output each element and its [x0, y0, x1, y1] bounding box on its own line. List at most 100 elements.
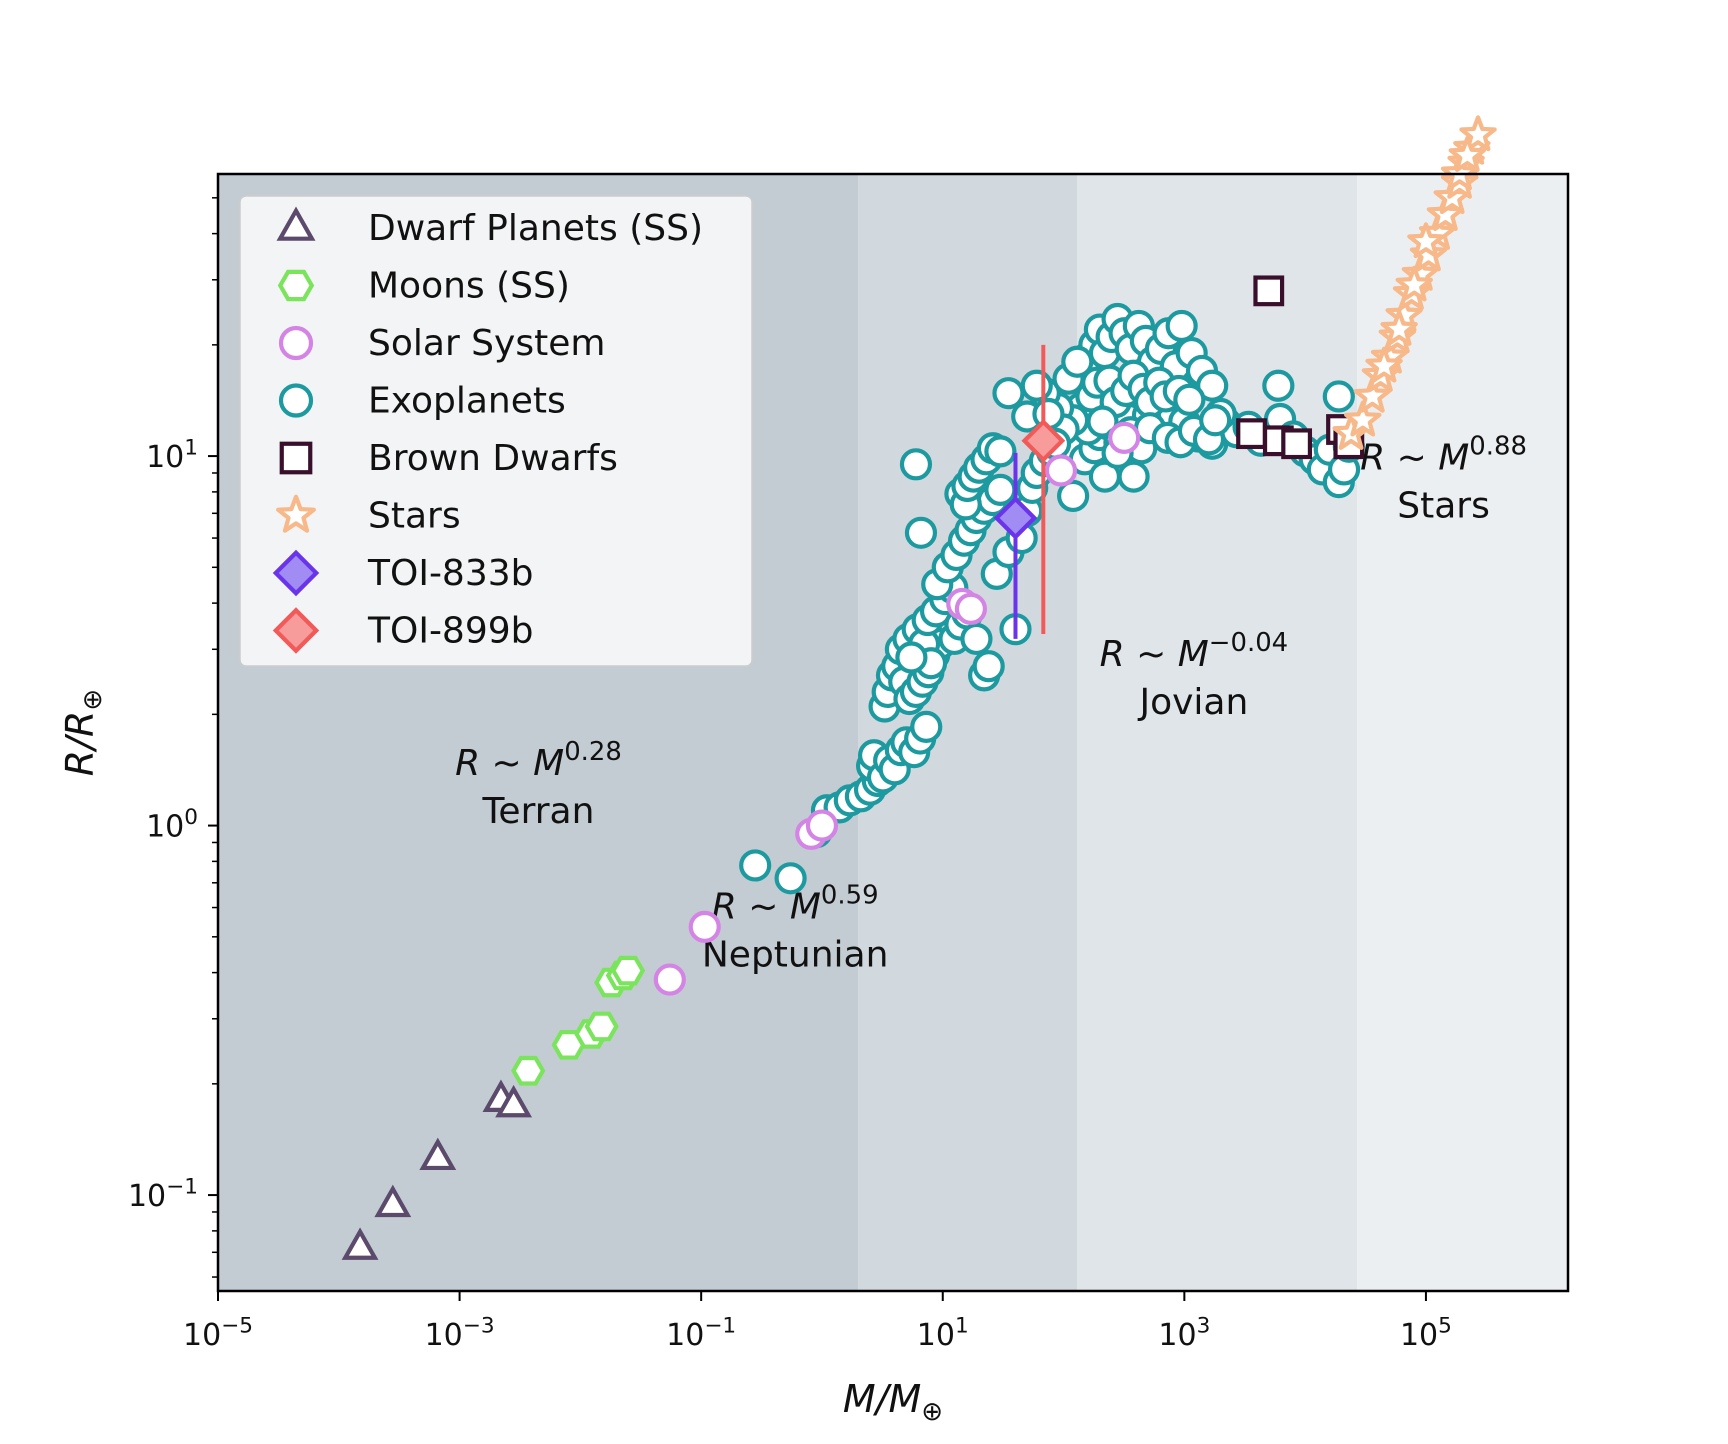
x-axis-ticks: 10−5 10−3 10−1 101 103 105	[183, 1291, 1452, 1353]
series-dwarf-planets-ss	[341, 1079, 533, 1260]
point-stars	[1407, 222, 1445, 259]
legend: Dwarf Planets (SS) Moons (SS) Solar System…	[239, 195, 753, 667]
point-stars	[1395, 265, 1433, 302]
annotations-layer: R ~ M0.28 Terran R ~ M0.59 Neptunian R ~ M−0…	[455, 431, 1527, 975]
point-exoplanets	[992, 377, 1025, 410]
legend-marker-brown-dwarfs	[279, 441, 313, 475]
point-brown-dwarfs	[1281, 428, 1313, 460]
point-exoplanets	[1196, 369, 1229, 402]
annotation-label-jovian: Jovian	[1137, 682, 1248, 723]
point-stars	[1459, 115, 1497, 152]
point-dwarf-planets-ss	[495, 1084, 533, 1118]
point-exoplanets	[739, 849, 772, 882]
point-brown-dwarfs	[1253, 275, 1285, 307]
point-dwarf-planets-ss	[374, 1184, 412, 1218]
annotation-formula-stars: R ~ M0.88	[1360, 431, 1527, 478]
x-tick-label: 105	[1400, 1313, 1452, 1353]
point-exoplanets	[984, 473, 1017, 506]
annotation-formula-jovian: R ~ M−0.04	[1100, 628, 1289, 675]
point-solar-system	[954, 592, 988, 625]
point-exoplanets	[1199, 404, 1232, 437]
x-axis-label: M/M⊕	[843, 1377, 943, 1427]
annotation-formula-terran: R ~ M0.28	[455, 737, 622, 784]
point-brown-dwarfs	[1236, 418, 1267, 450]
annotation-label-terran: Terran	[482, 791, 595, 832]
x-tick-label: 101	[917, 1313, 969, 1353]
point-moons-ss	[610, 955, 646, 986]
legend-item-dwarf-planets-ss: Dwarf Planets (SS)	[276, 206, 703, 249]
point-exoplanets	[1262, 369, 1295, 402]
legend-item-stars: Stars	[276, 494, 461, 537]
plot-frame	[216, 172, 1570, 1293]
point-exoplanets	[1173, 383, 1206, 416]
x-tick-label: 10−5	[183, 1313, 253, 1353]
point-stars	[1344, 400, 1382, 437]
point-solar-system	[688, 910, 721, 943]
point-exoplanets	[1020, 369, 1053, 402]
region-neptunian	[858, 174, 1078, 1291]
point-stars	[1365, 346, 1403, 383]
legend-label-stars: Stars	[368, 496, 461, 537]
legend-marker-moons-ss	[277, 269, 315, 302]
point-stars	[1380, 309, 1418, 346]
point-exoplanets	[1061, 345, 1094, 378]
point-solar-system	[1044, 454, 1078, 487]
point-exoplanets	[972, 650, 1005, 683]
point-exoplanets	[1322, 380, 1355, 413]
point-dwarf-planets-ss	[341, 1227, 379, 1260]
point-moons-ss	[584, 1011, 619, 1042]
annotation-formula-neptunian: R ~ M0.59	[712, 880, 879, 927]
legend-marker-toi-899b	[272, 607, 320, 654]
series-toi-833b	[993, 452, 1038, 639]
point-stars	[1353, 376, 1392, 413]
x-tick-label: 103	[1158, 1313, 1210, 1353]
series-exoplanets	[739, 302, 1365, 895]
point-moons-ss	[511, 1055, 546, 1086]
y-axis-ticks: 10−1 100 101	[128, 197, 218, 1278]
point-exoplanets	[774, 862, 807, 895]
point-exoplanets	[1057, 479, 1090, 513]
legend-item-brown-dwarfs: Brown Dwarfs	[279, 438, 618, 479]
y-tick-label: 101	[146, 435, 198, 475]
legend-label-moons-ss: Moons (SS)	[368, 266, 570, 307]
point-exoplanets	[904, 516, 938, 549]
point-solar-system	[653, 963, 686, 996]
legend-item-exoplanets: Exoplanets	[278, 381, 566, 422]
series-toi-899b	[1021, 344, 1066, 634]
point-dwarf-planets-ss	[419, 1137, 457, 1171]
annotation-label-stars: Stars	[1397, 485, 1490, 526]
point-exoplanets	[910, 710, 943, 743]
point-exoplanets	[895, 641, 928, 674]
legend-label-toi-833b: TOI-833b	[367, 553, 534, 594]
legend-marker-solar-system	[278, 325, 314, 361]
legend-item-solar-system: Solar System	[278, 323, 605, 364]
point-stars	[1448, 136, 1487, 172]
y-tick-label: 100	[146, 805, 198, 845]
point-exoplanets	[1165, 309, 1198, 343]
legend-label-toi-899b: TOI-899b	[367, 611, 534, 652]
axis-labels: M/M⊕ R/R⊕	[58, 689, 943, 1427]
points-layer	[341, 115, 1497, 1260]
legend-label-dwarf-planets-ss: Dwarf Planets (SS)	[368, 208, 703, 249]
legend-item-toi-899b: TOI-899b	[272, 607, 534, 654]
point-exoplanets	[899, 448, 933, 481]
point-toi-833b	[993, 496, 1038, 540]
point-solar-system	[1108, 421, 1141, 454]
point-solar-system	[805, 809, 839, 842]
series-solar-system	[653, 421, 1141, 996]
legend-box	[239, 195, 753, 667]
legend-item-moons-ss: Moons (SS)	[277, 266, 570, 307]
legend-marker-toi-833b	[272, 549, 320, 597]
legend-marker-dwarf-planets-ss	[276, 206, 316, 241]
axes-frame	[216, 172, 1570, 1293]
series-moons-ss	[511, 955, 646, 1086]
point-exoplanets	[960, 622, 993, 656]
y-tick-label: 10−1	[128, 1174, 198, 1214]
legend-item-toi-833b: TOI-833b	[272, 549, 534, 597]
annotation-label-neptunian: Neptunian	[702, 935, 889, 976]
y-axis-label: R/R⊕	[58, 689, 108, 776]
x-tick-label: 10−1	[666, 1313, 736, 1353]
point-exoplanets	[1117, 460, 1150, 493]
